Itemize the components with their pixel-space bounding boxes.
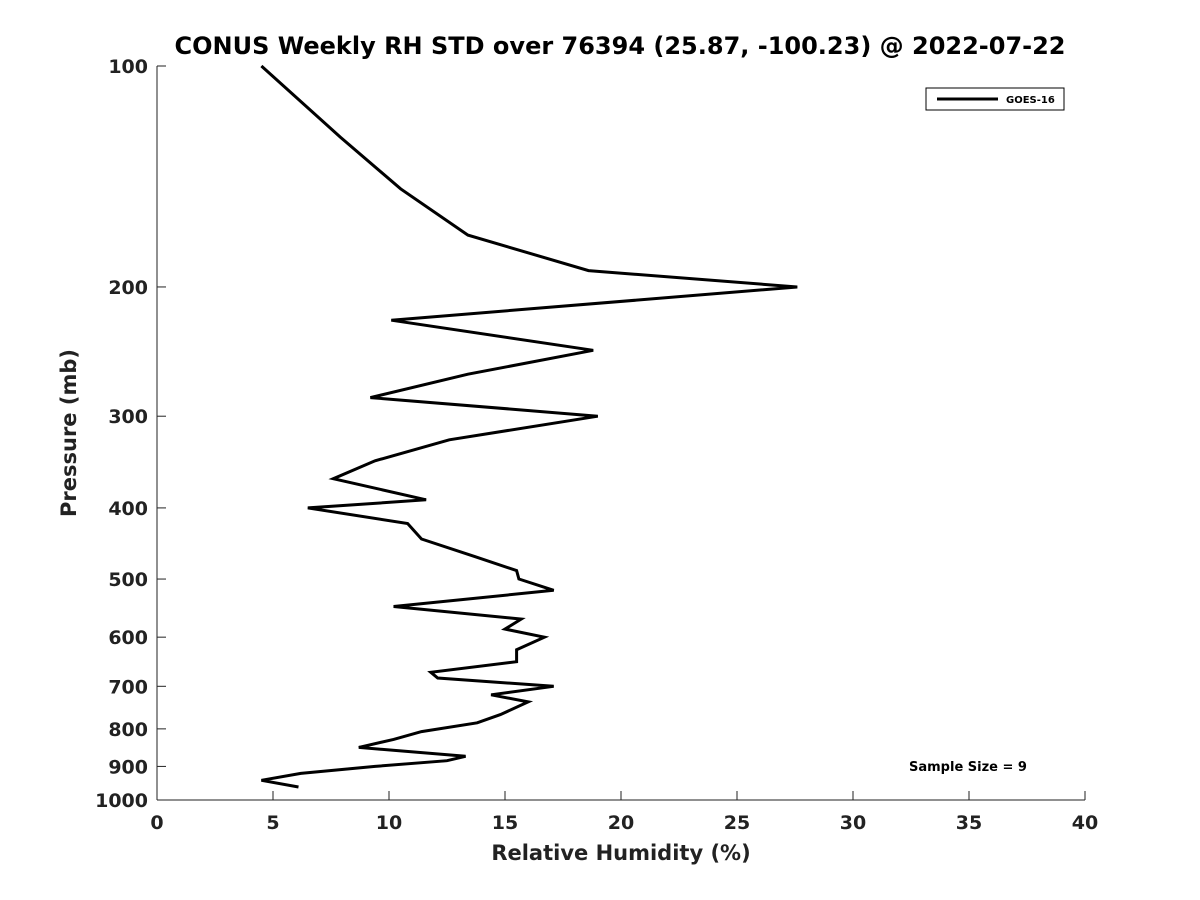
series-layer: [260, 64, 798, 789]
y-tick-label: 200: [108, 277, 148, 299]
x-tick-label: 20: [608, 812, 634, 834]
x-tick-label: 30: [840, 812, 866, 834]
x-tick-label: 5: [266, 812, 279, 834]
y-tick-label: 100: [108, 56, 148, 78]
axes-frame: [156, 66, 1085, 801]
chart-title: CONUS Weekly RH STD over 76394 (25.87, -…: [174, 32, 1065, 60]
y-tick-label: 600: [108, 627, 148, 649]
x-tick-label: 40: [1072, 812, 1098, 834]
y-tick-label: 900: [108, 756, 148, 778]
x-tick-label: 15: [492, 812, 518, 834]
x-tick-label: 35: [956, 812, 982, 834]
legend-label-goes-16: GOES-16: [1006, 95, 1055, 106]
x-tick-label: 10: [376, 812, 402, 834]
x-tick-label: 0: [150, 812, 163, 834]
y-tick-label: 1000: [95, 790, 148, 812]
y-tick-label: 700: [108, 676, 148, 698]
y-axis-label: Pressure (mb): [57, 349, 81, 517]
y-tick-label: 400: [108, 498, 148, 520]
y-tick-label: 300: [108, 406, 148, 428]
y-tick-label: 500: [108, 569, 148, 591]
series-line-goes-16: [260, 64, 798, 789]
x-tick-label: 25: [724, 812, 750, 834]
axis-ticks: 0 5 10 15 20 25 30 35 40 100 200 300 400 500 600 700 800…: [95, 56, 1098, 834]
x-axis-label: Relative Humidity (%): [491, 841, 750, 865]
sample-size-annotation: Sample Size = 9: [909, 760, 1027, 775]
y-tick-label: 800: [108, 719, 148, 741]
legend: GOES-16: [925, 87, 1065, 111]
